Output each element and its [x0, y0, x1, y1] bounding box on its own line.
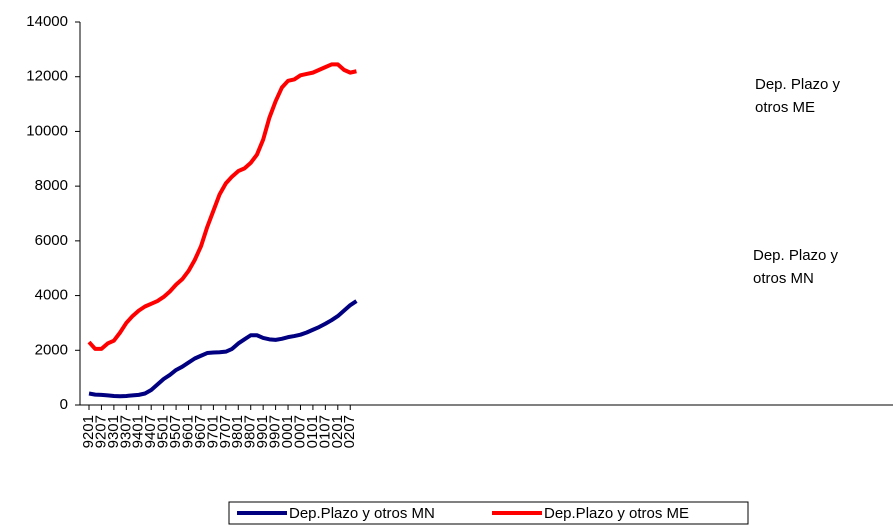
x-tick-label: 9301: [105, 415, 122, 448]
x-tick-label: 9401: [130, 415, 147, 448]
y-tick-label: 0: [60, 396, 68, 413]
x-tick-label: 0201: [329, 415, 346, 448]
legend: [228, 501, 749, 525]
x-tick-label: 0107: [316, 415, 333, 448]
x-tick-label: 0101: [304, 415, 321, 448]
y-tick-label: 8000: [35, 177, 68, 194]
legend-label: Dep.Plazo y otros ME: [544, 505, 689, 522]
y-tick-label: 12000: [26, 68, 68, 85]
legend-label: Dep.Plazo y otros MN: [289, 505, 435, 522]
x-tick-label: 9501: [155, 415, 172, 448]
annotation: Dep. Plazo y: [755, 76, 841, 93]
x-tick-label: 9801: [229, 415, 246, 448]
annotation: otros ME: [755, 99, 815, 116]
x-tick-label: 9407: [142, 415, 159, 448]
x-tick-label: 9601: [179, 415, 196, 448]
x-tick-label: 0207: [341, 415, 358, 448]
y-tick-label: 6000: [35, 232, 68, 249]
series-line: [88, 299, 358, 399]
y-tick-label: 2000: [35, 341, 68, 358]
x-tick-label: 9907: [267, 415, 284, 448]
x-tick-label: 9807: [242, 415, 259, 448]
x-tick-label: 9901: [254, 415, 271, 448]
x-tick-label: 9207: [92, 415, 109, 448]
x-tick-label: 9707: [217, 415, 234, 448]
x-tick-label: 9201: [80, 415, 97, 448]
x-tick-label: 0007: [291, 415, 308, 448]
annotation: Dep. Plazo y: [753, 247, 839, 264]
x-tick-label: 9307: [117, 415, 134, 448]
x-tick-label: 9607: [192, 415, 209, 448]
y-tick-label: 4000: [35, 287, 68, 304]
y-tick-label: 14000: [26, 13, 68, 30]
x-tick-label: 0001: [279, 415, 296, 448]
x-tick-label: 9701: [204, 415, 221, 448]
x-tick-label: 9507: [167, 415, 184, 448]
y-tick-label: 10000: [26, 122, 68, 139]
annotation: otros MN: [753, 270, 814, 287]
series-line: [87, 62, 357, 351]
